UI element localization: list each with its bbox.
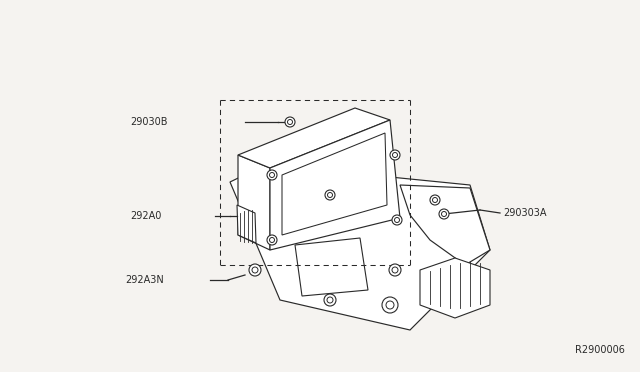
Text: 292A0: 292A0 [130,211,161,221]
Circle shape [392,153,397,157]
Polygon shape [238,108,390,168]
Polygon shape [238,155,270,250]
Polygon shape [295,238,368,296]
Text: 290303A: 290303A [503,208,547,218]
Circle shape [328,192,333,198]
Circle shape [269,173,275,177]
Circle shape [390,150,400,160]
Circle shape [394,218,399,222]
Circle shape [324,294,336,306]
Polygon shape [237,205,256,243]
Text: 29030B: 29030B [130,117,168,127]
Polygon shape [282,133,387,235]
Text: 292A3N: 292A3N [125,275,164,285]
Text: R2900006: R2900006 [575,345,625,355]
Circle shape [249,264,261,276]
Circle shape [267,235,277,245]
Circle shape [442,212,447,217]
Circle shape [269,237,275,243]
Circle shape [392,267,398,273]
Circle shape [287,119,292,125]
Polygon shape [270,120,400,250]
Circle shape [392,215,402,225]
Polygon shape [420,258,490,318]
Circle shape [433,198,438,202]
Circle shape [285,117,295,127]
Circle shape [327,297,333,303]
Polygon shape [230,148,490,330]
Circle shape [439,209,449,219]
Polygon shape [400,185,490,265]
Circle shape [430,195,440,205]
Circle shape [252,267,258,273]
Circle shape [386,301,394,309]
Circle shape [267,170,277,180]
Circle shape [389,264,401,276]
Circle shape [382,297,398,313]
Circle shape [325,190,335,200]
